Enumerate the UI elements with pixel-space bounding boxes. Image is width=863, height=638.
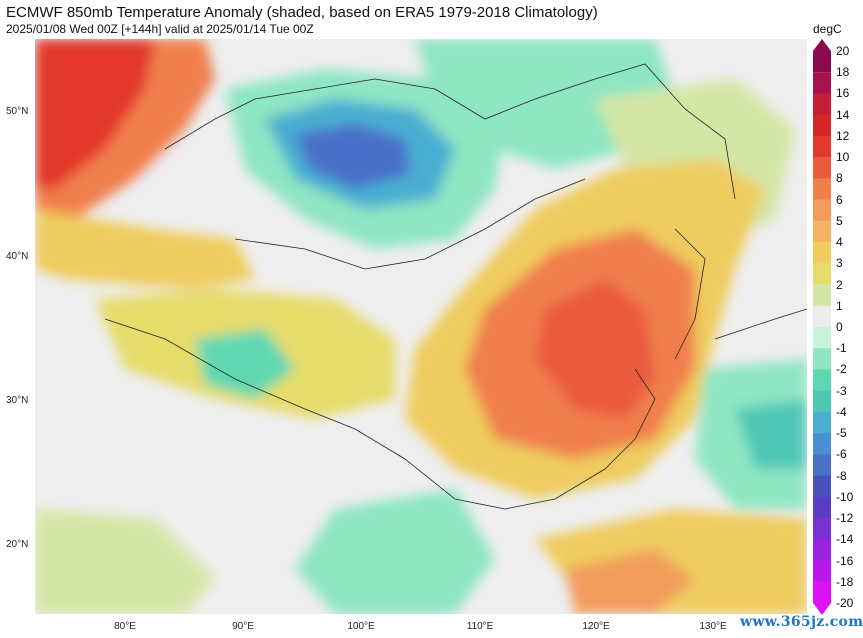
- colorbar-tick-label: 18: [836, 65, 850, 80]
- chart-title: ECMWF 850mb Temperature Anomaly (shaded,…: [6, 4, 598, 21]
- coastline-japan: [714, 308, 807, 340]
- colorbar-swatch: [813, 411, 831, 434]
- colorbar-tick-label: -5: [836, 426, 847, 441]
- warm-core-northwest: [35, 39, 155, 189]
- colorbar-tick-label: 0: [836, 320, 843, 334]
- colorbar-swatch: [813, 242, 831, 264]
- lat-label-20: 20°N: [6, 539, 29, 550]
- warm-band-central-asia: [35, 209, 255, 289]
- colorbar-tick-label: 12: [836, 128, 850, 143]
- cold-region-northeast: [415, 39, 675, 169]
- coastline-east: [674, 228, 706, 360]
- colorbar-tick-label: -10: [836, 489, 854, 504]
- colorbar-tick-label: -20: [836, 596, 854, 610]
- colorbar-swatch: [813, 178, 831, 200]
- colorbar-tick-label: 20: [836, 44, 850, 58]
- colorbar-swatch: [813, 581, 831, 615]
- colorbar-swatch: [813, 157, 831, 179]
- cold-center-mongolia: [295, 124, 410, 189]
- lon-label-130: 130°E: [699, 621, 727, 632]
- colorbar-tick-label: 5: [836, 213, 843, 228]
- colorbar-swatch: [813, 72, 831, 94]
- colorbar-swatch: [813, 369, 831, 391]
- colorbar-swatch: [813, 454, 831, 476]
- border-north: [164, 63, 736, 200]
- border-mongolia-south: [234, 178, 586, 270]
- colorbar-swatch: [813, 327, 831, 349]
- colorbar-swatch: [813, 93, 831, 115]
- colorbar-swatch: [813, 114, 831, 137]
- mild-region-india: [35, 509, 215, 614]
- colorbar-swatch: [813, 560, 831, 583]
- cold-patch-tibet: [195, 329, 295, 399]
- colorbar-tick-label: -14: [836, 532, 854, 547]
- coastline-southeast: [504, 368, 656, 510]
- anomaly-map-svg: [35, 39, 807, 614]
- colorbar-swatch: [813, 390, 831, 413]
- borders: [104, 63, 807, 510]
- colorbar-tick-label: 16: [836, 86, 850, 101]
- colorbar-tick-label: -8: [836, 468, 847, 483]
- chart-subtitle: 2025/01/08 Wed 00Z [+144h] valid at 2025…: [6, 22, 314, 36]
- colorbar-tick-label: 6: [836, 192, 843, 207]
- colorbar-tick-label: -4: [836, 404, 847, 419]
- colorbar-tick-label: 10: [836, 150, 850, 165]
- colorbar-swatch: [813, 284, 831, 307]
- colorbar-swatch: [813, 135, 831, 158]
- colorbar-tick-label: -3: [836, 383, 847, 398]
- colorbar-swatch: [813, 220, 831, 243]
- colorbar-tick-label: 8: [836, 171, 843, 186]
- colorbar-swatch: [813, 348, 831, 370]
- colorbar-swatch: [813, 518, 831, 540]
- lon-label-80: 80°E: [114, 621, 136, 632]
- lon-label-110: 110°E: [466, 621, 494, 632]
- colorbar-tick-label: 1: [836, 298, 843, 313]
- colorbar-swatch: [813, 475, 831, 498]
- watermark: www.365jz.com: [740, 614, 863, 630]
- colorbar-tick-label: -16: [836, 553, 854, 568]
- colorbar-swatch: [813, 39, 831, 73]
- lat-label-50: 50°N: [6, 106, 29, 117]
- colorbar-swatch: [813, 539, 831, 561]
- lat-label-40: 40°N: [6, 251, 29, 262]
- lon-label-90: 90°E: [232, 621, 254, 632]
- colorbar-swatch: [813, 199, 831, 222]
- colorbar-tick-label: -1: [836, 341, 847, 356]
- colorbar-swatch: [813, 305, 831, 328]
- colorbar: [813, 39, 831, 615]
- cold-core-pacific: [735, 399, 807, 469]
- cold-region-indochina: [295, 489, 495, 614]
- anomaly-shading: [35, 39, 807, 614]
- colorbar-swatches: [813, 39, 831, 615]
- colorbar-units: degC: [813, 22, 842, 36]
- warm-core-south-china-sea: [565, 549, 695, 614]
- colorbar-tick-label: 2: [836, 277, 843, 292]
- colorbar-tick-label: -6: [836, 447, 847, 462]
- warm-center-yangtze: [535, 279, 655, 419]
- lat-label-30: 30°N: [6, 395, 29, 406]
- colorbar-tick-label: -12: [836, 511, 854, 526]
- lon-label-100: 100°E: [347, 621, 375, 632]
- lon-label-120: 120°E: [582, 621, 610, 632]
- colorbar-tick-label: 14: [836, 107, 850, 122]
- anomaly-map: [35, 39, 807, 614]
- border-southwest: [104, 318, 506, 510]
- colorbar-tick-label: 3: [836, 256, 843, 271]
- colorbar-swatch: [813, 263, 831, 285]
- colorbar-swatch: [813, 433, 831, 455]
- colorbar-tick-label: -2: [836, 362, 847, 377]
- colorbar-tick-label: -18: [836, 574, 854, 589]
- colorbar-tick-label: 4: [836, 235, 843, 250]
- colorbar-swatch: [813, 496, 831, 519]
